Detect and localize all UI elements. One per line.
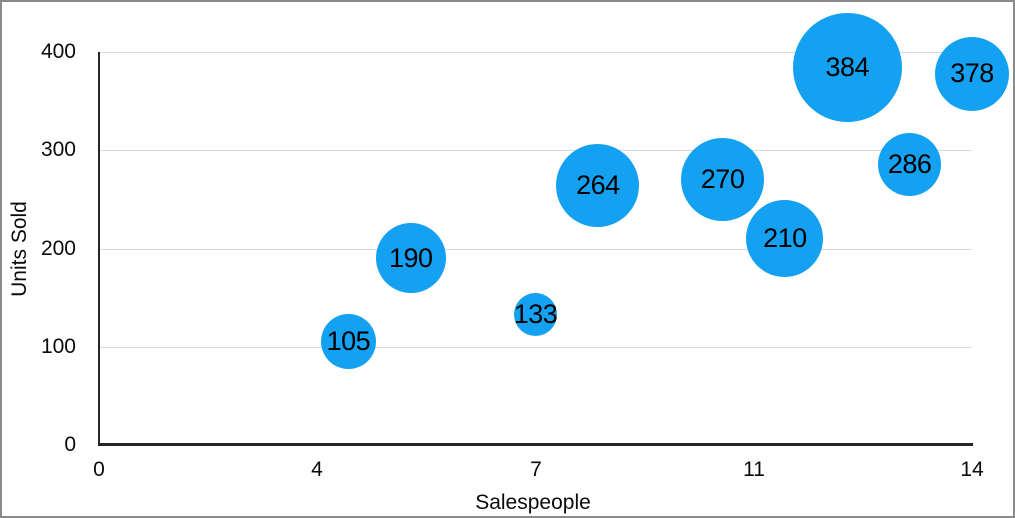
- y-tick-label: 100: [40, 335, 76, 358]
- y-axis-line: [98, 52, 100, 445]
- bubble[interactable]: 384: [792, 13, 902, 123]
- bubble[interactable]: 378: [935, 36, 1009, 111]
- bubble[interactable]: 105: [320, 314, 376, 370]
- x-axis-title: Salespeople: [475, 491, 591, 514]
- y-tick-label: 0: [64, 433, 76, 456]
- bubble-label: 378: [950, 58, 994, 89]
- bubble-label: 270: [700, 164, 745, 195]
- bubble-label: 384: [825, 52, 870, 83]
- y-tick-label: 400: [40, 40, 76, 63]
- bubble[interactable]: 264: [556, 144, 640, 228]
- bubble[interactable]: 286: [878, 132, 942, 196]
- x-tick-label: 0: [93, 458, 105, 481]
- bubble[interactable]: 270: [681, 138, 765, 222]
- bubble-label: 264: [576, 170, 620, 201]
- bubble[interactable]: 210: [746, 200, 824, 278]
- gridline-y-300: [99, 150, 972, 151]
- bubble-label: 210: [763, 223, 807, 254]
- bubble[interactable]: 190: [375, 223, 446, 294]
- gridline-y-200: [99, 249, 972, 250]
- gridline-y-400: [99, 52, 972, 53]
- bubble-label: 190: [389, 242, 433, 273]
- x-tick-label: 7: [530, 458, 542, 481]
- x-tick-label: 14: [960, 458, 984, 481]
- bubble[interactable]: 133: [513, 292, 558, 336]
- bubble-label: 286: [887, 148, 932, 179]
- x-tick-label: 4: [311, 458, 323, 481]
- gridline-y-100: [99, 347, 972, 348]
- bubble-label: 133: [513, 298, 558, 329]
- y-tick-label: 200: [40, 237, 76, 260]
- y-tick-label: 300: [40, 138, 76, 161]
- bubble-label: 105: [326, 326, 371, 357]
- x-tick-label: 11: [743, 458, 765, 481]
- x-axis-line: [98, 443, 973, 446]
